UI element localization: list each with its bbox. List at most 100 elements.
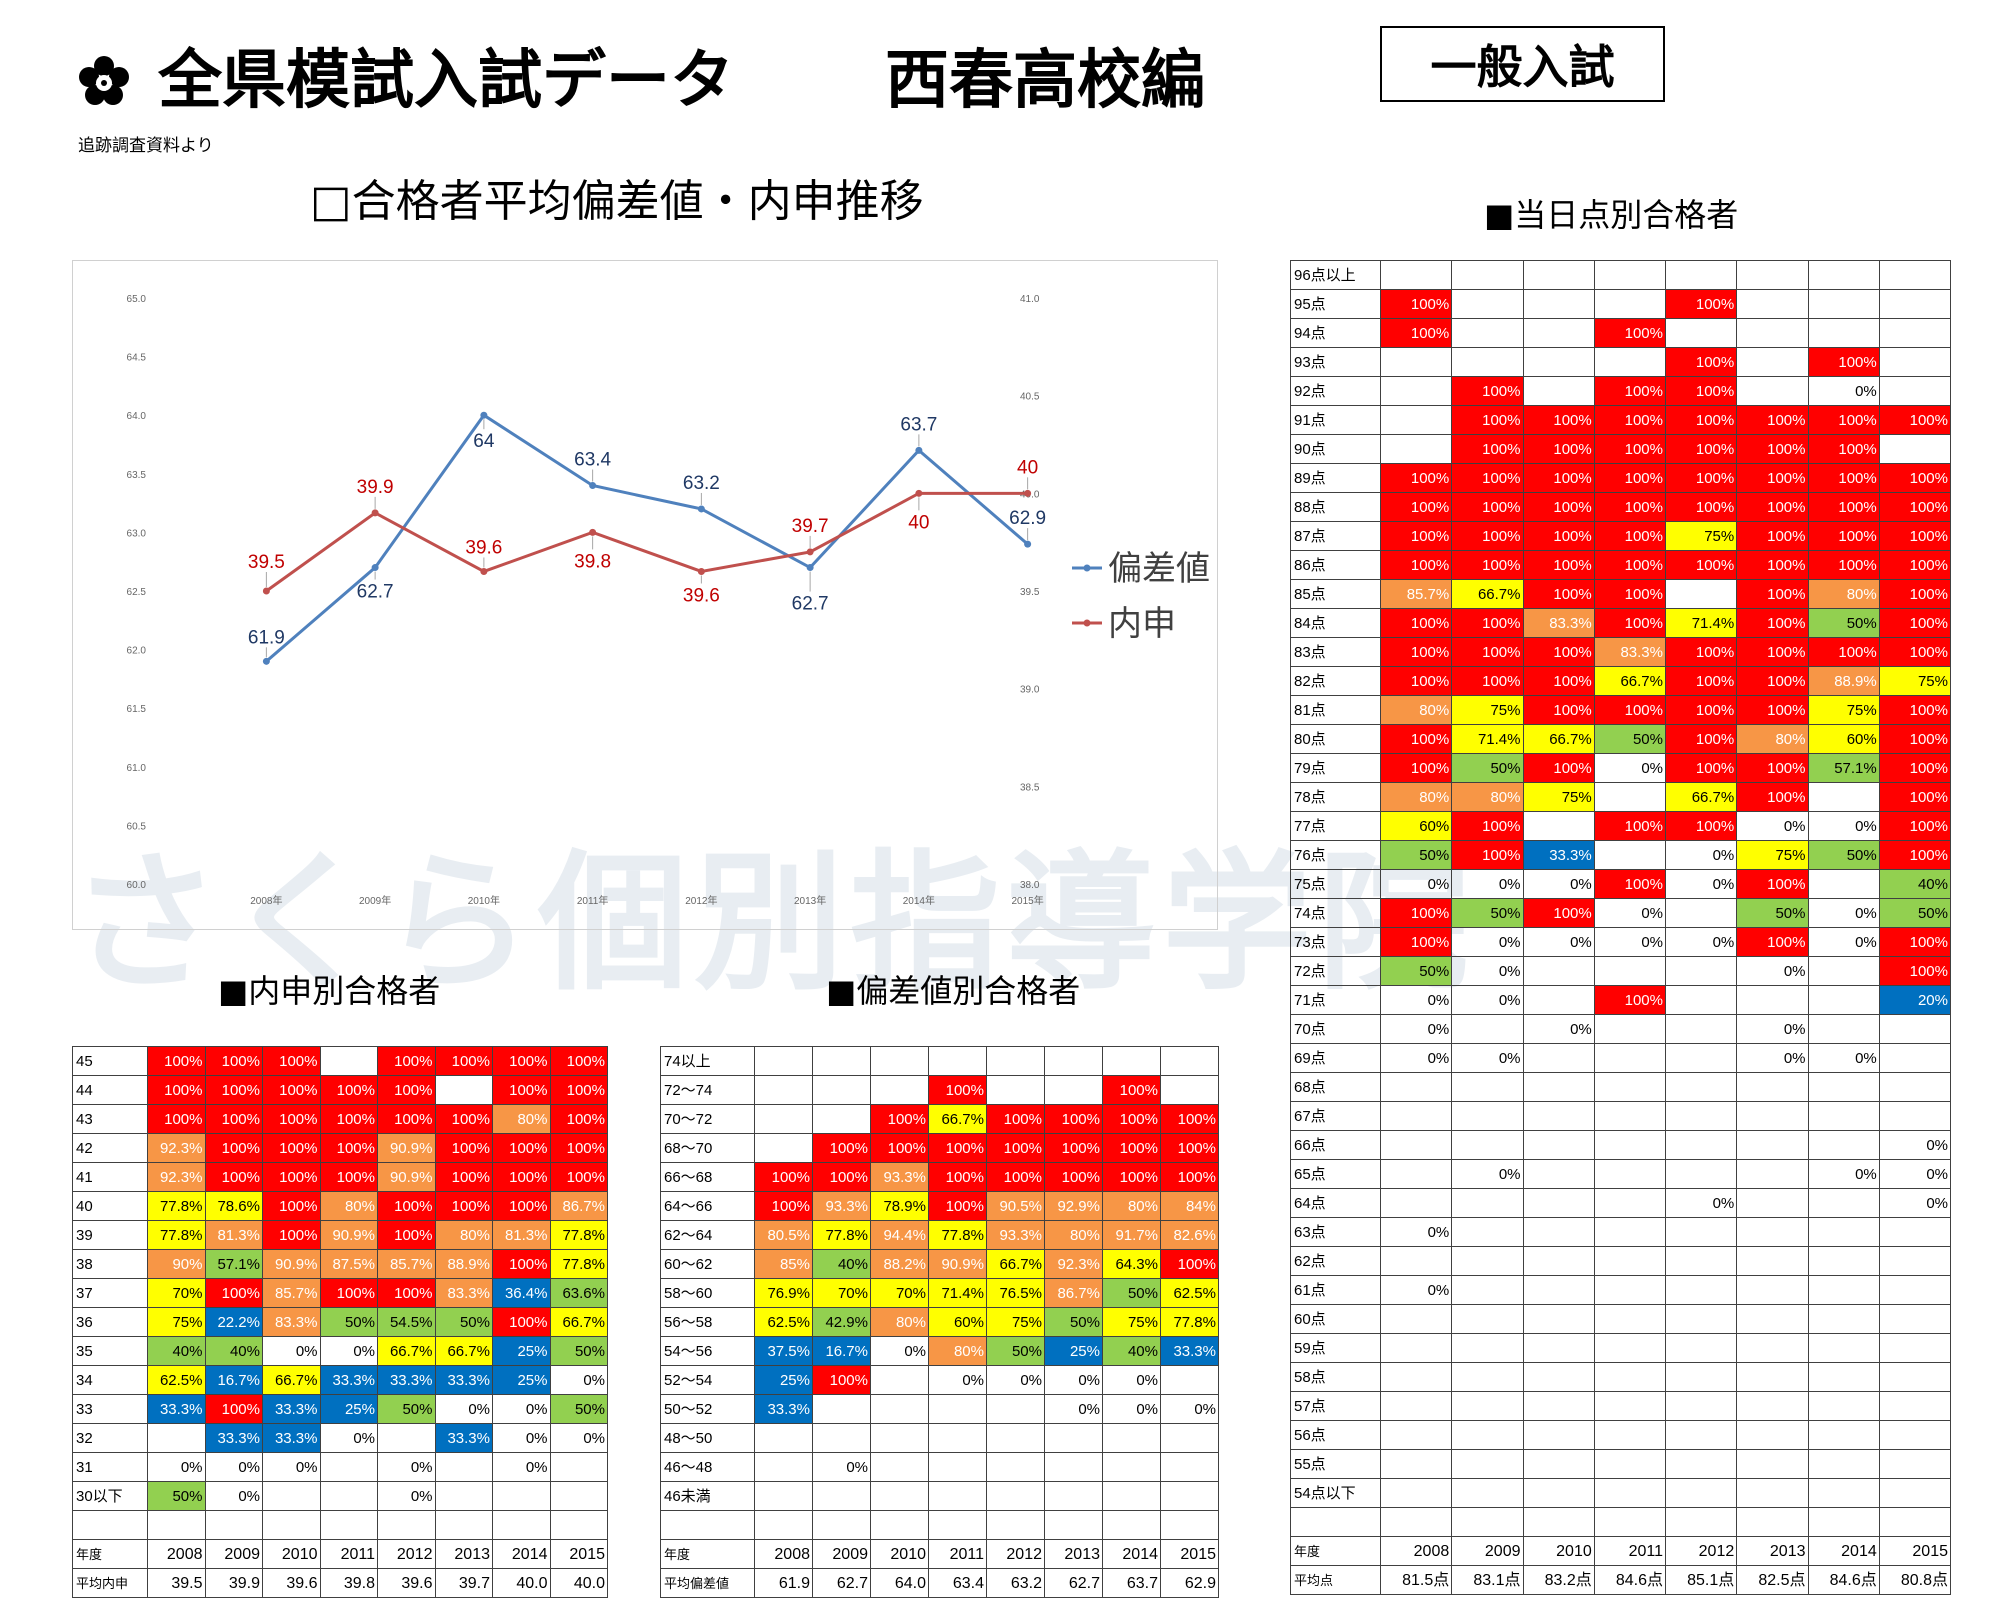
row-label: 94点 — [1290, 318, 1381, 348]
table-cell: 100% — [1664, 376, 1738, 406]
table-cell — [1593, 1130, 1667, 1160]
table-cell: 80% — [928, 1336, 987, 1366]
table-row: 62点 — [1290, 1246, 1952, 1276]
x-tick-label: 2008年 — [250, 894, 282, 907]
table-cell: 33.3% — [1160, 1336, 1219, 1366]
table-row: 89点 100% 100% 100% 100% 100% 100% 100% 100% — [1290, 463, 1952, 493]
table-cell: 100% — [1593, 376, 1667, 406]
table-cell: 92.3% — [147, 1162, 206, 1192]
table-cell: 50% — [549, 1336, 608, 1366]
table-cell: 100% — [1878, 550, 1952, 580]
table-cell: 100% — [1379, 463, 1453, 493]
table-cell: 100% — [1044, 1162, 1103, 1192]
table-row: 76点 50% 100% 33.3% 0% 75% 50% 100% — [1290, 840, 1952, 870]
row-label: 68点 — [1290, 1072, 1381, 1102]
table-cell: 100% — [1451, 463, 1524, 493]
table-cell: 100% — [434, 1133, 493, 1163]
table-cell: 90.9% — [377, 1162, 436, 1192]
year-cell: 2013 — [1736, 1536, 1809, 1566]
table-cell: 100% — [492, 1307, 551, 1337]
table-cell: 100% — [928, 1191, 987, 1221]
table-cell: 100% — [1522, 753, 1595, 783]
y-left-tick-label: 61.5 — [127, 704, 147, 715]
table-cell: 0% — [204, 1481, 263, 1511]
table-cell — [1522, 1333, 1595, 1363]
table-cell — [1878, 1449, 1952, 1479]
table-cell: 77.8% — [147, 1191, 206, 1221]
year-cell: 2014 — [1102, 1539, 1161, 1569]
table-cell — [1593, 1188, 1667, 1218]
table-cell: 0% — [1736, 1014, 1809, 1044]
table-cell — [1102, 1481, 1161, 1511]
table-cell: 0% — [1379, 1043, 1453, 1073]
series-line-0 — [265, 413, 1029, 663]
table-cell — [1044, 1452, 1103, 1482]
table-cell: 83.3% — [434, 1278, 493, 1308]
year-label: 年度 — [660, 1539, 755, 1569]
table-cell: 0% — [812, 1452, 871, 1482]
table-cell — [1522, 260, 1595, 290]
row-label: 71点 — [1290, 985, 1381, 1015]
table-cell: 100% — [1878, 753, 1952, 783]
blank-cell — [492, 1510, 551, 1540]
data-label: 63.4 — [574, 450, 611, 471]
table-cell: 100% — [1878, 840, 1952, 870]
table-cell — [1664, 1043, 1738, 1073]
table-row: 43 100% 100% 100% 100% 100% 100% 80% 100% — [72, 1104, 608, 1134]
row-label: 64～66 — [660, 1191, 755, 1221]
table-cell: 92.3% — [1044, 1249, 1103, 1279]
table-cell — [1807, 1188, 1880, 1218]
table-cell — [1522, 318, 1595, 348]
row-label: 31 — [72, 1452, 148, 1482]
table-cell — [1379, 1188, 1453, 1218]
table-cell — [1160, 1365, 1219, 1395]
table-cell: 0% — [319, 1423, 378, 1453]
table-cell — [1593, 840, 1667, 870]
table-cell — [986, 1481, 1045, 1511]
table-cell — [1736, 260, 1809, 290]
year-cell: 2010 — [1522, 1536, 1595, 1566]
row-label: 60点 — [1290, 1304, 1381, 1334]
blank-cell — [812, 1510, 871, 1540]
table-cell: 100% — [1593, 405, 1667, 435]
row-label: 55点 — [1290, 1449, 1381, 1479]
table-row: 62～64 80.5% 77.8% 94.4% 77.8% 93.3% 80% 91.7% 82… — [660, 1220, 1219, 1250]
table-cell — [1807, 1072, 1880, 1102]
table-cell: 100% — [1736, 782, 1809, 812]
flower-logo-icon — [79, 56, 129, 105]
table-cell: 85.7% — [377, 1249, 436, 1279]
table-cell: 50% — [434, 1307, 493, 1337]
table-row: 38 90% 57.1% 90.9% 87.5% 85.7% 88.9% 100% 77.8% — [72, 1249, 608, 1279]
table-cell — [1736, 1362, 1809, 1392]
school-name: 西春高校編 — [885, 44, 1205, 118]
table-cell: 100% — [1522, 463, 1595, 493]
row-label: 39 — [72, 1220, 148, 1250]
table-cell: 0% — [1878, 1130, 1952, 1160]
table-cell — [1807, 1014, 1880, 1044]
table-cell: 100% — [1664, 492, 1738, 522]
table-cell: 85% — [754, 1249, 813, 1279]
table-cell: 0% — [1451, 985, 1524, 1015]
table-cell — [1522, 1246, 1595, 1276]
blank-cell — [1102, 1510, 1161, 1540]
table-cell: 81.3% — [204, 1220, 263, 1250]
table-cell: 100% — [1878, 637, 1952, 667]
row-label: 63点 — [1290, 1217, 1381, 1247]
table-cell: 0% — [434, 1394, 493, 1424]
table-cell — [1379, 1420, 1453, 1450]
table-cell: 100% — [549, 1133, 608, 1163]
table-cell: 100% — [986, 1162, 1045, 1192]
row-label: 77点 — [1290, 811, 1381, 841]
table-cell: 100% — [204, 1046, 263, 1076]
table-cell: 100% — [319, 1104, 378, 1134]
table-cell: 100% — [1664, 550, 1738, 580]
row-label: 96点以上 — [1290, 260, 1381, 290]
table-cell: 76.9% — [754, 1278, 813, 1308]
table-cell — [1664, 1275, 1738, 1305]
naishin-section-title: ■内申別合格者 — [218, 972, 441, 1010]
average-cell: 39.5 — [147, 1568, 206, 1598]
table-row: 56～58 62.5% 42.9% 80% 60% 75% 50% 75% 77.8% — [660, 1307, 1219, 1337]
table-cell: 57.1% — [204, 1249, 263, 1279]
table-cell: 0% — [1451, 1159, 1524, 1189]
table-cell — [1878, 1333, 1952, 1363]
